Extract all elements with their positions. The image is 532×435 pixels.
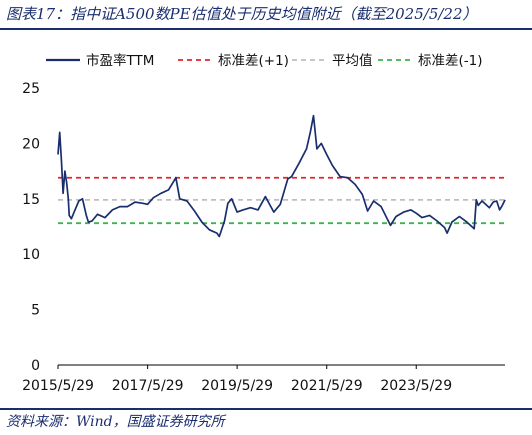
y-tick-label: 5: [31, 303, 40, 319]
series-line-pe-ttm: [57, 114, 506, 238]
legend-label-1: 标准差(+1): [218, 53, 289, 69]
x-tick-label: 2015/5/29: [22, 378, 94, 394]
figure-title: 图表17：指中证A500数PE估值处于历史均值附近（截至2025/5/22）: [6, 5, 478, 23]
figure-source: 资料来源：Wind，国盛证券研究所: [6, 414, 225, 430]
y-tick-label: 10: [22, 247, 40, 263]
legend-label-3: 标准差(-1): [418, 53, 483, 69]
y-axis: 0 5 10 15 20 25: [22, 81, 40, 374]
y-tick-label: 25: [22, 81, 40, 97]
y-tick-label: 0: [31, 358, 40, 374]
x-axis: 2015/5/29 2017/5/29 2019/5/29 2021/5/29 2023…: [22, 364, 505, 394]
source-divider: [0, 408, 532, 410]
legend-label-0: 市盈率TTM: [86, 52, 154, 69]
plot-area: [57, 114, 506, 238]
x-tick-label: 2019/5/29: [201, 378, 273, 394]
x-tick-label: 2023/5/29: [380, 378, 452, 394]
title-divider: [0, 28, 532, 30]
pe-chart: 市盈率TTM 标准差(+1) 平均值 标准差(-1) 0 5 10 15 20 25 2015/…: [22, 52, 506, 394]
y-tick-label: 20: [22, 136, 40, 152]
y-tick-label: 15: [22, 192, 40, 208]
legend-label-2: 平均值: [332, 53, 373, 69]
legend: 市盈率TTM 标准差(+1) 平均值 标准差(-1): [46, 52, 483, 69]
x-tick-label: 2017/5/29: [112, 378, 184, 394]
x-tick-label: 2021/5/29: [291, 378, 363, 394]
